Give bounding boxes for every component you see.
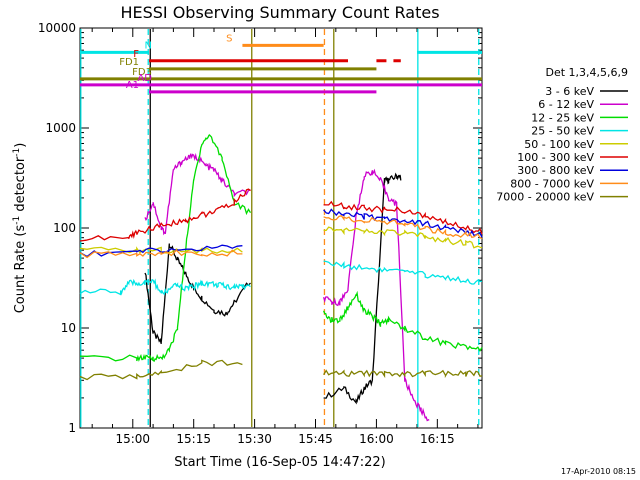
y-axis-label-sup1: -1: [12, 216, 22, 225]
x-tick-label: 15:45: [298, 432, 333, 446]
flag-label-f: F: [133, 49, 139, 60]
y-axis-label-start: Count Rate (s: [13, 225, 28, 314]
flag-label-ad: AD: [137, 73, 152, 84]
y-axis-label-mid: detector: [13, 156, 28, 216]
footer-date: 17-Apr-2010 08:15: [561, 467, 636, 476]
x-tick-label: 16:15: [420, 432, 455, 446]
legend-label: 800 - 7000 keV: [510, 177, 594, 190]
flag-label-n: N: [145, 40, 152, 51]
legend-label: 3 - 6 keV: [545, 85, 594, 98]
legend-label: 25 - 50 keV: [531, 125, 594, 138]
x-tick-labels: 15:00 15:15 15:30 15:45 16:00 16:15: [115, 432, 454, 446]
series-line: [79, 359, 483, 381]
y-axis-label: Count Rate (s-1 detector-1): [12, 143, 28, 314]
legend-title: Det 1,3,4,5,6,9: [545, 66, 628, 79]
axes-ticks: [80, 27, 482, 429]
flag-label-s: S: [226, 33, 232, 44]
legend-label: 100 - 300 keV: [517, 151, 594, 164]
x-tick-label: 15:30: [237, 432, 272, 446]
y-tick-labels: 1 10 100 1000 10000: [38, 21, 76, 435]
x-tick-label: 15:00: [115, 432, 150, 446]
y-tick-label: 10000: [38, 21, 76, 35]
plot-frame: [79, 27, 483, 429]
x-axis-label: Start Time (16-Sep-05 14:47:22): [174, 455, 385, 470]
series-line: [79, 226, 483, 254]
count-rate-series: [79, 133, 483, 422]
legend-label: 300 - 800 keV: [517, 164, 594, 177]
y-tick-label: 10: [61, 321, 76, 335]
y-axis-label-end: ): [13, 143, 28, 148]
x-tick-label: 15:15: [176, 432, 211, 446]
legend-label: 6 - 12 keV: [538, 98, 594, 111]
x-tick-label: 16:00: [359, 432, 394, 446]
series-line: [79, 260, 483, 296]
series-line: [79, 215, 483, 259]
series-line: [79, 133, 483, 363]
chart-title: HESSI Observing Summary Count Rates: [120, 3, 439, 22]
legend-label: 12 - 25 keV: [531, 111, 594, 124]
series-line: [144, 172, 402, 405]
y-axis-label-sup2: -1: [12, 148, 22, 157]
legend-label: 7000 - 20000 keV: [496, 191, 594, 204]
series-line: [144, 152, 430, 422]
y-tick-label: 1000: [45, 121, 76, 135]
flag-label-a1: A1: [126, 80, 139, 91]
y-tick-label: 100: [53, 221, 76, 235]
flag-label-fd1: FD1: [119, 57, 139, 68]
y-tick-label: 1: [68, 421, 76, 435]
legend-label: 50 - 100 keV: [524, 138, 594, 151]
flag-label-fd3: FD3: [132, 67, 152, 78]
series-line: [79, 188, 483, 242]
